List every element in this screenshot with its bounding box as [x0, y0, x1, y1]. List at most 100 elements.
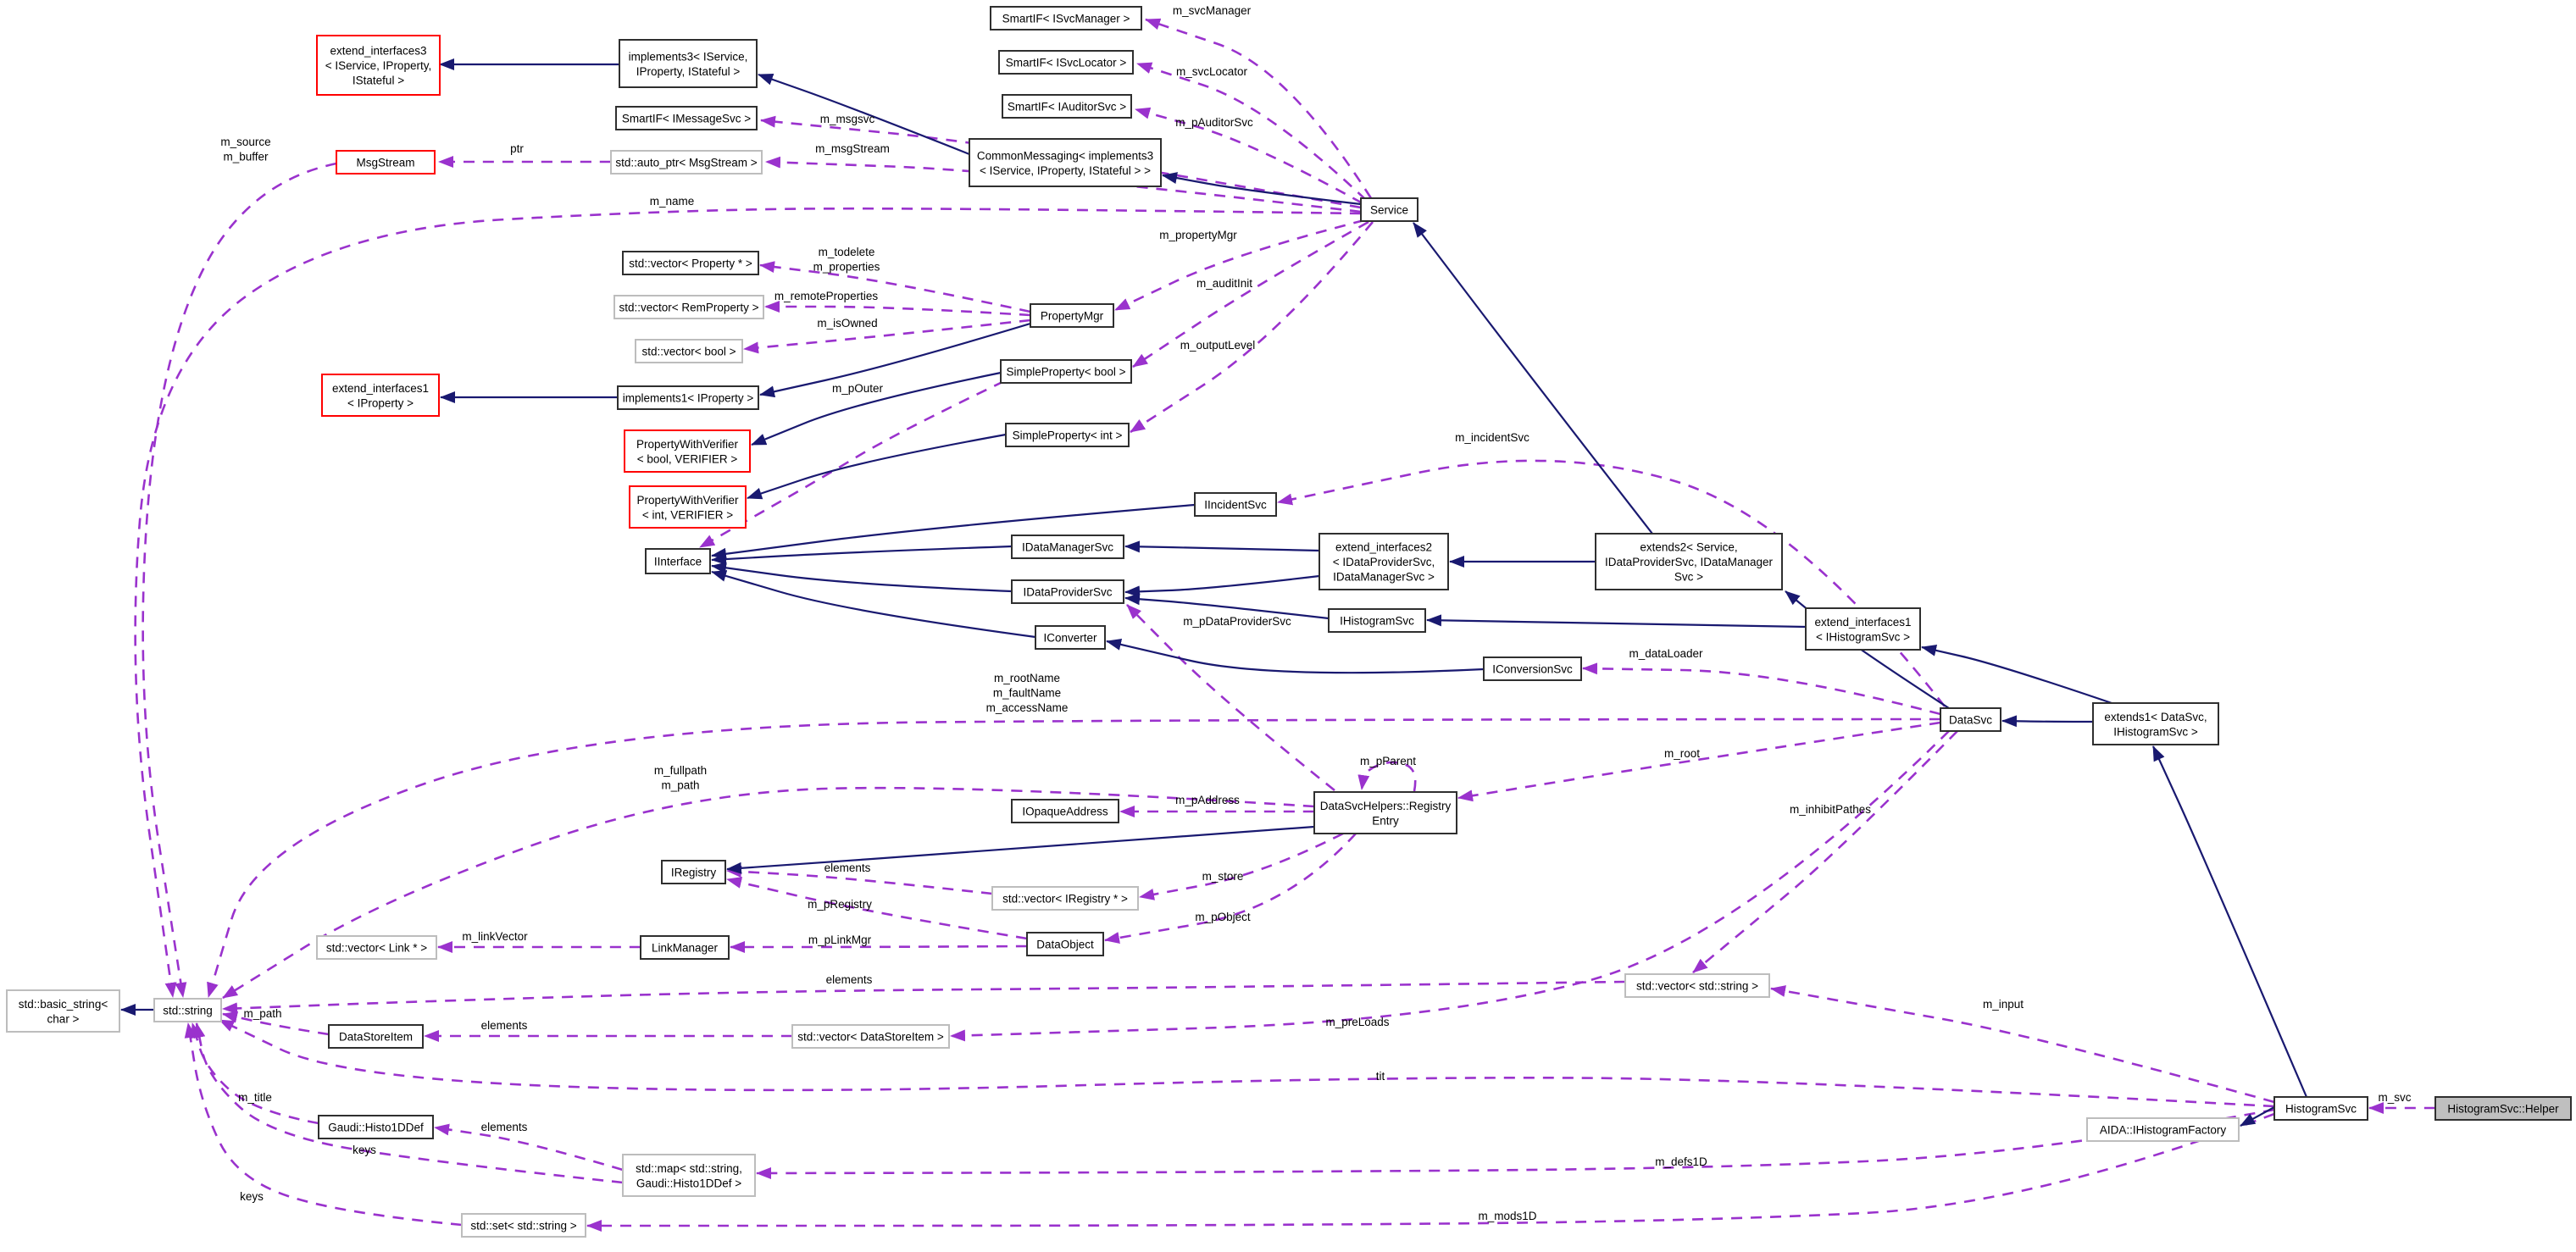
- node-box-commonmessaging[interactable]: [969, 138, 1162, 187]
- node-map-histo1ddef[interactable]: std::map< std::string,Gaudi::Histo1DDef …: [622, 1154, 756, 1197]
- node-extends1[interactable]: extends1< DataSvc, IHistogramSvc >: [2092, 702, 2219, 745]
- node-aida-ihistogramfactory[interactable]: AIDA::IHistogramFactory: [2086, 1117, 2240, 1142]
- node-box-vec-string[interactable]: [1624, 973, 1770, 998]
- node-box-dataobject[interactable]: [1026, 932, 1104, 956]
- node-box-iconverter[interactable]: [1035, 625, 1106, 650]
- node-box-iconversionsvc[interactable]: [1483, 656, 1582, 681]
- node-ei3[interactable]: extend_interfaces3< IService, IProperty,…: [316, 35, 441, 96]
- node-idataprovidersvc[interactable]: IDataProviderSvc: [1011, 579, 1124, 604]
- node-ei1-ihistogramsvc[interactable]: extend_interfaces1< IHistogramSvc >: [1805, 607, 1921, 651]
- node-box-map-histo1ddef[interactable]: [622, 1154, 756, 1197]
- node-box-vec-datastoreitem[interactable]: [791, 1024, 950, 1049]
- node-datasvc[interactable]: DataSvc: [1940, 707, 2001, 732]
- node-box-registryentry[interactable]: [1313, 791, 1457, 834]
- node-vec-link[interactable]: std::vector< Link * >: [316, 935, 437, 960]
- node-box-sif-svclocator[interactable]: [998, 50, 1134, 75]
- node-sif-imessagesvc[interactable]: SmartIF< IMessageSvc >: [615, 106, 758, 130]
- node-box-iopaqueaddress[interactable]: [1011, 799, 1119, 823]
- node-box-stdstring[interactable]: [153, 998, 222, 1022]
- node-box-histo1ddef[interactable]: [318, 1115, 434, 1139]
- node-vec-iregistry[interactable]: std::vector< IRegistry * >: [991, 886, 1139, 911]
- node-box-iincidentsvc[interactable]: [1194, 492, 1277, 517]
- node-histogramsvc[interactable]: HistogramSvc: [2273, 1096, 2368, 1121]
- node-box-linkmanager[interactable]: [640, 935, 730, 960]
- node-box-idataprovidersvc[interactable]: [1011, 579, 1124, 604]
- node-pwv-int[interactable]: PropertyWithVerifier< int, VERIFIER >: [629, 485, 747, 529]
- node-sif-svcmanager[interactable]: SmartIF< ISvcManager >: [990, 6, 1142, 30]
- node-extends2[interactable]: extends2< Service, IDataProviderSvc, IDat…: [1595, 533, 1783, 590]
- node-box-iregistry[interactable]: [661, 860, 726, 884]
- node-service[interactable]: Service: [1360, 197, 1418, 222]
- node-dataobject[interactable]: DataObject: [1026, 932, 1104, 956]
- node-histogramsvc-helper[interactable]: HistogramSvc::Helper: [2434, 1096, 2572, 1121]
- node-box-idatamanagersvc[interactable]: [1011, 535, 1124, 559]
- node-histo1ddef[interactable]: Gaudi::Histo1DDef: [318, 1115, 434, 1139]
- node-iregistry[interactable]: IRegistry: [661, 860, 726, 884]
- node-vec-bool[interactable]: std::vector< bool >: [635, 339, 743, 363]
- node-iinterface[interactable]: IInterface: [645, 548, 711, 574]
- node-vec-string[interactable]: std::vector< std::string >: [1624, 973, 1770, 998]
- node-sp-int[interactable]: SimpleProperty< int >: [1005, 423, 1130, 447]
- node-box-iinterface[interactable]: [645, 548, 711, 574]
- node-box-ihistogramsvc[interactable]: [1328, 608, 1426, 633]
- node-impl1-iproperty[interactable]: implements1< IProperty >: [617, 385, 759, 410]
- node-idatamanagersvc[interactable]: IDataManagerSvc: [1011, 535, 1124, 559]
- node-box-pwv-bool[interactable]: [624, 429, 751, 473]
- node-stdstring[interactable]: std::string: [153, 998, 222, 1022]
- node-box-sif-svcmanager[interactable]: [990, 6, 1142, 30]
- node-box-sif-imessagesvc[interactable]: [615, 106, 758, 130]
- node-box-ei2[interactable]: [1319, 533, 1449, 590]
- node-box-ei3[interactable]: [316, 35, 441, 96]
- node-box-autoptr-msgstream[interactable]: [610, 150, 763, 175]
- node-iconverter[interactable]: IConverter: [1035, 625, 1106, 650]
- node-box-extends2[interactable]: [1595, 533, 1783, 590]
- node-box-sif-auditorsvc[interactable]: [1002, 94, 1132, 119]
- node-box-set-string[interactable]: [461, 1213, 586, 1238]
- node-iincidentsvc[interactable]: IIncidentSvc: [1194, 492, 1277, 517]
- node-set-string[interactable]: std::set< std::string >: [461, 1213, 586, 1238]
- node-box-datastoreitem[interactable]: [328, 1024, 424, 1049]
- node-autoptr-msgstream[interactable]: std::auto_ptr< MsgStream >: [610, 150, 763, 175]
- node-impl3[interactable]: implements3< IService, IProperty, IStatef…: [619, 39, 758, 88]
- node-box-vec-bool[interactable]: [635, 339, 743, 363]
- node-box-histogramsvc[interactable]: [2273, 1096, 2368, 1121]
- node-ei2[interactable]: extend_interfaces2 < IDataProviderSvc, IDa…: [1319, 533, 1449, 590]
- node-box-datasvc[interactable]: [1940, 707, 2001, 732]
- node-sif-svclocator[interactable]: SmartIF< ISvcLocator >: [998, 50, 1134, 75]
- node-box-sp-int[interactable]: [1005, 423, 1130, 447]
- node-pwv-bool[interactable]: PropertyWithVerifier< bool, VERIFIER >: [624, 429, 751, 473]
- node-box-vec-link[interactable]: [316, 935, 437, 960]
- node-box-extends1[interactable]: [2092, 702, 2219, 745]
- node-box-msgstream[interactable]: [336, 150, 436, 175]
- node-ihistogramsvc[interactable]: IHistogramSvc: [1328, 608, 1426, 633]
- node-box-basicstring[interactable]: [6, 989, 120, 1033]
- node-vec-remproperty[interactable]: std::vector< RemProperty >: [613, 295, 764, 319]
- node-box-ei1-ihistogramsvc[interactable]: [1805, 607, 1921, 651]
- node-box-pwv-int[interactable]: [629, 485, 747, 529]
- node-sp-bool[interactable]: SimpleProperty< bool >: [1000, 359, 1132, 384]
- node-iopaqueaddress[interactable]: IOpaqueAddress: [1011, 799, 1119, 823]
- node-box-ei1-iproperty[interactable]: [321, 374, 440, 417]
- node-ei1-iproperty[interactable]: extend_interfaces1< IProperty >: [321, 374, 440, 417]
- node-linkmanager[interactable]: LinkManager: [640, 935, 730, 960]
- node-box-vec-iregistry[interactable]: [991, 886, 1139, 911]
- node-vec-property[interactable]: std::vector< Property * >: [622, 251, 759, 275]
- node-box-impl3[interactable]: [619, 39, 758, 88]
- node-commonmessaging[interactable]: CommonMessaging< implements3 < IService, …: [969, 138, 1162, 187]
- node-box-sp-bool[interactable]: [1000, 359, 1132, 384]
- node-basicstring[interactable]: std::basic_string<char >: [6, 989, 120, 1033]
- node-box-vec-property[interactable]: [622, 251, 759, 275]
- node-datastoreitem[interactable]: DataStoreItem: [328, 1024, 424, 1049]
- node-box-histogramsvc-helper[interactable]: [2434, 1096, 2572, 1121]
- node-vec-datastoreitem[interactable]: std::vector< DataStoreItem >: [791, 1024, 950, 1049]
- node-box-impl1-iproperty[interactable]: [617, 385, 759, 410]
- node-box-service[interactable]: [1360, 197, 1418, 222]
- node-propertymgr[interactable]: PropertyMgr: [1030, 303, 1114, 328]
- node-sif-auditorsvc[interactable]: SmartIF< IAuditorSvc >: [1002, 94, 1132, 119]
- node-msgstream[interactable]: MsgStream: [336, 150, 436, 175]
- node-iconversionsvc[interactable]: IConversionSvc: [1483, 656, 1582, 681]
- node-box-aida-ihistogramfactory[interactable]: [2086, 1117, 2240, 1142]
- node-box-vec-remproperty[interactable]: [613, 295, 764, 319]
- node-box-propertymgr[interactable]: [1030, 303, 1114, 328]
